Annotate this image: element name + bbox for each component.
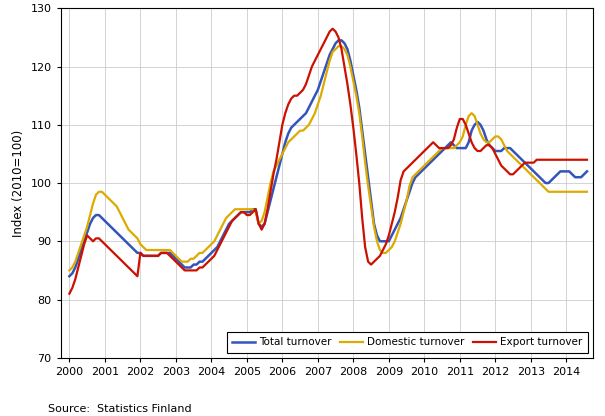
Total turnover bbox=[583, 169, 590, 174]
Export turnover bbox=[66, 291, 73, 296]
Y-axis label: Index (2010=100): Index (2010=100) bbox=[11, 129, 25, 237]
Total turnover bbox=[151, 253, 159, 258]
Text: Source:  Statistics Finland: Source: Statistics Finland bbox=[48, 404, 192, 414]
Domestic turnover bbox=[237, 207, 244, 212]
Domestic turnover bbox=[110, 201, 117, 206]
Domestic turnover bbox=[551, 189, 558, 194]
Domestic turnover bbox=[335, 44, 342, 49]
Domestic turnover bbox=[362, 160, 369, 165]
Line: Total turnover: Total turnover bbox=[70, 40, 587, 276]
Total turnover bbox=[237, 210, 244, 215]
Total turnover bbox=[110, 227, 117, 232]
Export turnover bbox=[237, 210, 244, 215]
Line: Domestic turnover: Domestic turnover bbox=[70, 46, 587, 270]
Export turnover bbox=[583, 157, 590, 162]
Domestic turnover bbox=[90, 201, 97, 206]
Export turnover bbox=[110, 250, 117, 255]
Export turnover bbox=[329, 26, 336, 31]
Export turnover bbox=[90, 239, 97, 244]
Legend: Total turnover, Domestic turnover, Export turnover: Total turnover, Domestic turnover, Expor… bbox=[227, 332, 587, 352]
Export turnover bbox=[362, 245, 369, 250]
Domestic turnover bbox=[66, 268, 73, 273]
Total turnover bbox=[66, 274, 73, 279]
Total turnover bbox=[362, 151, 369, 156]
Domestic turnover bbox=[583, 189, 590, 194]
Line: Export turnover: Export turnover bbox=[70, 29, 587, 294]
Total turnover bbox=[551, 175, 558, 180]
Export turnover bbox=[151, 253, 159, 258]
Total turnover bbox=[90, 215, 97, 220]
Export turnover bbox=[551, 157, 558, 162]
Total turnover bbox=[335, 38, 342, 43]
Domestic turnover bbox=[151, 248, 159, 253]
